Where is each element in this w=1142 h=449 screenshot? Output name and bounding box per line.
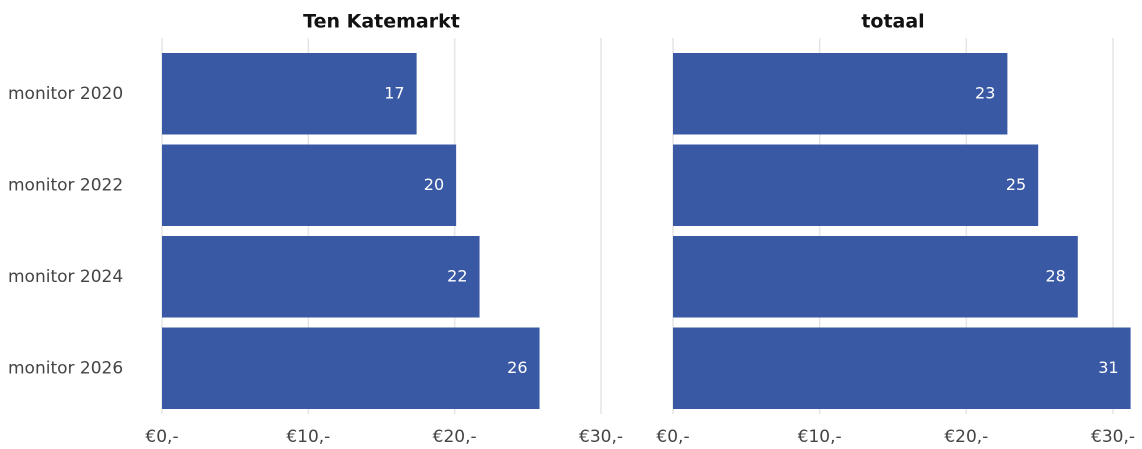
value-label: 31 (1098, 358, 1118, 377)
x-tick-label: €20,- (433, 427, 477, 447)
bar (673, 144, 1039, 226)
x-tick-label: €10,- (798, 427, 842, 447)
value-label: 28 (1045, 266, 1065, 285)
panel-title: Ten Katemarkt (303, 11, 460, 33)
value-label: 20 (424, 175, 444, 194)
bar (673, 236, 1078, 318)
x-tick-label: €10,- (286, 427, 330, 447)
value-label: 22 (447, 266, 467, 285)
x-tick-label: €20,- (944, 427, 988, 447)
value-label: 17 (384, 83, 404, 102)
bar (162, 144, 457, 226)
x-tick-label: €30,- (1091, 427, 1135, 447)
y-tick-label: monitor 2026 (8, 358, 123, 378)
x-tick-label: €0,- (145, 427, 178, 447)
value-label: 26 (507, 358, 527, 377)
x-tick-label: €0,- (656, 427, 689, 447)
x-tick-label: €30,- (579, 427, 623, 447)
bar (162, 53, 417, 135)
bar (673, 53, 1008, 135)
y-tick-label: monitor 2022 (8, 175, 123, 195)
panel-title: totaal (861, 11, 924, 33)
bar (162, 327, 540, 409)
y-tick-label: monitor 2024 (8, 267, 123, 287)
value-label: 23 (975, 83, 995, 102)
bar (162, 236, 480, 318)
bar (673, 327, 1131, 409)
value-label: 25 (1006, 175, 1026, 194)
y-tick-label: monitor 2020 (8, 84, 123, 104)
